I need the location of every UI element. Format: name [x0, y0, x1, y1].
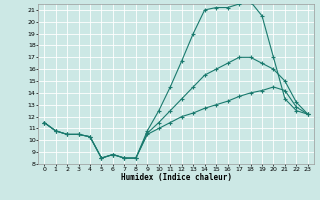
X-axis label: Humidex (Indice chaleur): Humidex (Indice chaleur) — [121, 173, 231, 182]
